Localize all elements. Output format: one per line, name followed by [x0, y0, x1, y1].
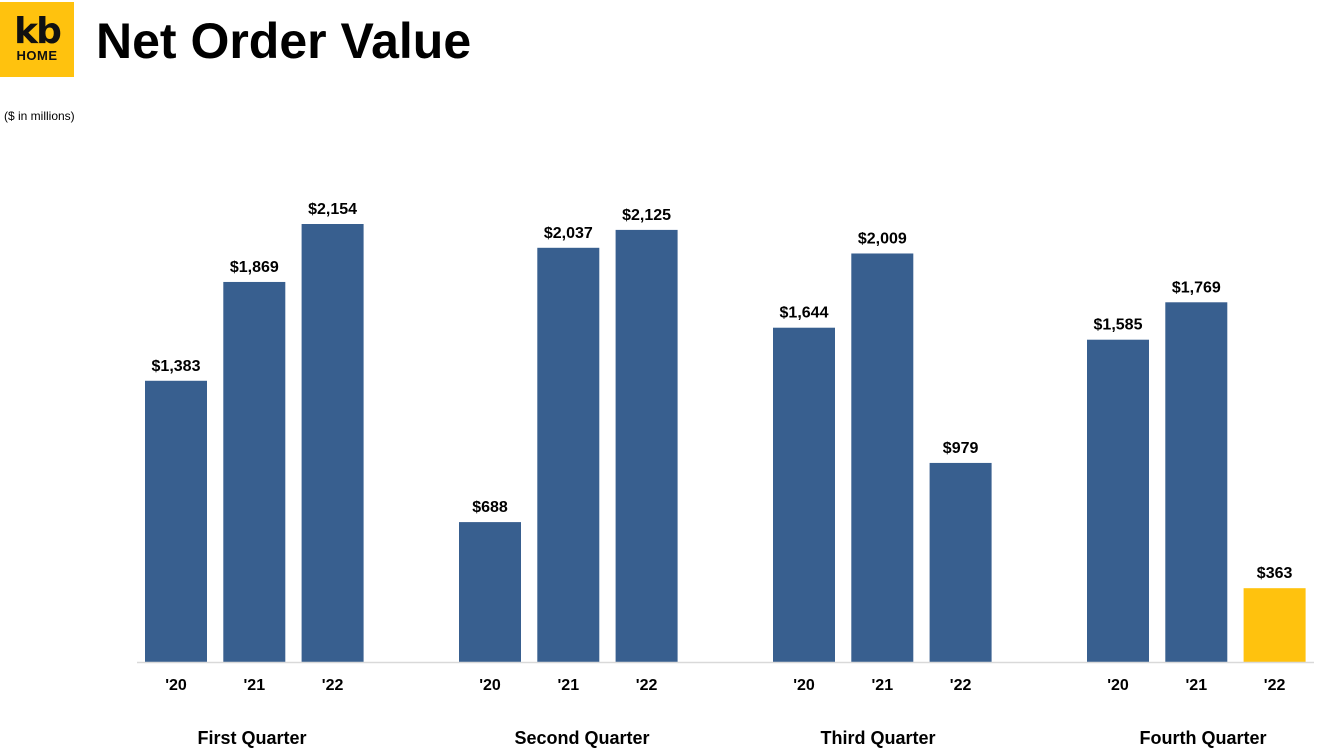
x-tick-label: '21 — [1185, 677, 1207, 694]
data-label: $979 — [943, 440, 979, 457]
group-label: Fourth Quarter — [1139, 728, 1266, 748]
data-label: $363 — [1257, 565, 1293, 582]
bar — [1165, 302, 1228, 662]
x-tick-label: '20 — [1107, 677, 1129, 694]
data-label: $1,769 — [1172, 279, 1221, 296]
x-tick-label: '22 — [1264, 677, 1286, 694]
x-tick-label: '22 — [636, 677, 658, 694]
bar — [301, 224, 364, 662]
bar — [223, 281, 286, 662]
bar — [145, 380, 207, 662]
data-label: $2,125 — [622, 207, 671, 224]
bar — [851, 253, 914, 662]
x-tick-label: '21 — [243, 677, 265, 694]
bar — [459, 522, 521, 662]
data-label: $1,383 — [152, 358, 201, 375]
page-title: Net Order Value — [96, 13, 472, 69]
data-label: $1,585 — [1094, 317, 1143, 334]
logo-home-text: HOME — [16, 47, 58, 63]
data-label: $1,644 — [780, 305, 829, 322]
logo-kb-text: kb — [14, 10, 62, 52]
data-label: $688 — [472, 499, 508, 516]
x-tick-label: '22 — [322, 677, 344, 694]
data-label: $2,154 — [308, 201, 357, 218]
x-tick-label: '20 — [165, 677, 187, 694]
data-label: $2,037 — [544, 225, 593, 242]
bar — [929, 462, 992, 662]
x-tick-label: '22 — [950, 677, 972, 694]
x-tick-label: '21 — [557, 677, 579, 694]
x-tick-label: '20 — [793, 677, 815, 694]
x-tick-label: '21 — [871, 677, 893, 694]
bar — [1087, 339, 1149, 662]
kb-home-logo: kb HOME — [0, 2, 74, 77]
group-label: Second Quarter — [514, 728, 649, 748]
data-label: $2,009 — [858, 230, 907, 247]
bar — [1243, 588, 1306, 662]
data-label: $1,869 — [230, 259, 279, 276]
group-label: Third Quarter — [820, 728, 935, 748]
bar — [773, 327, 835, 662]
bar — [615, 229, 678, 662]
group-label: First Quarter — [197, 728, 306, 748]
x-tick-label: '20 — [479, 677, 501, 694]
units-note: ($ in millions) — [4, 109, 75, 123]
bar — [537, 247, 600, 663]
